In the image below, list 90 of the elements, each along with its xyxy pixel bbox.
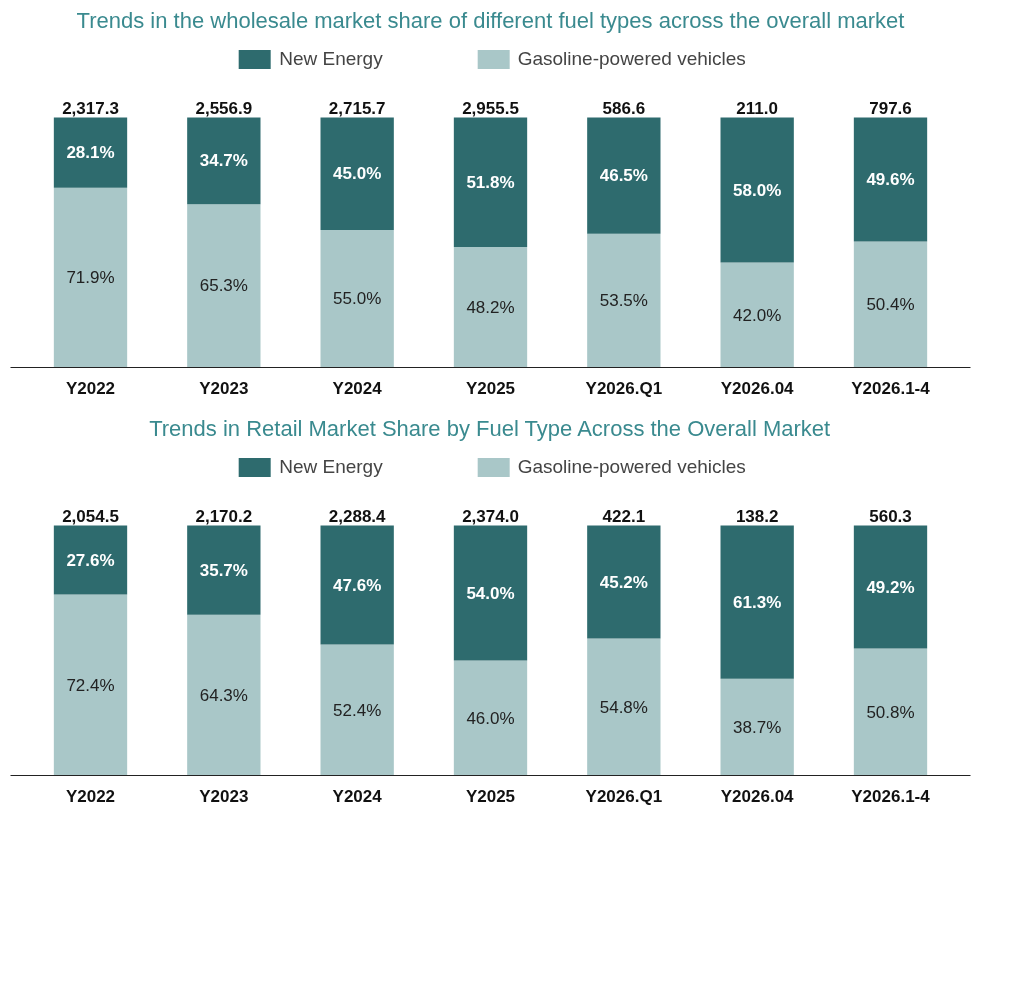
legend-label: Gasoline-powered vehicles xyxy=(517,48,746,70)
bar xyxy=(720,117,794,263)
legend-label: Gasoline-powered vehicles xyxy=(517,456,746,478)
bar xyxy=(587,638,661,776)
data-label: 61.3% xyxy=(733,592,782,612)
x-tick-label: Y2025 xyxy=(465,786,516,806)
data-label: 28.1% xyxy=(66,143,115,163)
data-label: 48.2% xyxy=(466,297,515,317)
x-tick-label: Y2026.Q1 xyxy=(585,786,663,806)
bar xyxy=(453,247,528,368)
bar xyxy=(587,525,661,639)
x-tick-label: Y2022 xyxy=(65,786,116,806)
bar xyxy=(587,233,661,368)
annotation: 2,054.5 xyxy=(62,506,119,526)
bar xyxy=(853,241,928,368)
chart-title: Trends in Retail Market Share by Fuel Type Across the Overall Market xyxy=(149,415,831,441)
data-label: 50.4% xyxy=(866,295,915,314)
x-tick-label: Y2022 xyxy=(65,378,116,398)
bar xyxy=(853,117,928,242)
data-label: 49.6% xyxy=(866,170,915,189)
data-label: 54.0% xyxy=(466,583,515,603)
data-label: 45.2% xyxy=(599,572,648,592)
data-label: 27.6% xyxy=(66,550,115,570)
bar xyxy=(853,525,928,649)
bar xyxy=(53,594,128,776)
bar xyxy=(587,117,661,234)
data-label: 50.8% xyxy=(866,702,915,722)
legend-label: New Energy xyxy=(279,456,383,478)
annotation: 2,374.0 xyxy=(462,506,519,526)
data-label: 46.0% xyxy=(466,708,515,728)
data-label: 34.7% xyxy=(199,151,248,171)
annotation: 2,556.9 xyxy=(195,98,253,118)
annotation: 560.3 xyxy=(869,506,912,526)
annotation: 2,288.4 xyxy=(328,506,387,526)
x-tick-label: Y2026.1-4 xyxy=(851,786,931,806)
x-tick-label: Y2026.Q1 xyxy=(585,378,663,398)
data-label: 65.3% xyxy=(199,276,248,296)
bar xyxy=(187,614,261,776)
data-label: 71.9% xyxy=(66,268,115,288)
data-label: 52.4% xyxy=(333,700,382,720)
data-label: 42.0% xyxy=(733,305,782,325)
bar xyxy=(53,187,128,368)
data-label: 64.3% xyxy=(199,685,248,705)
data-label: 55.0% xyxy=(333,289,382,309)
bar xyxy=(453,117,528,247)
bar xyxy=(720,678,794,776)
annotation: 422.1 xyxy=(602,506,646,526)
annotation: 2,715.7 xyxy=(328,98,386,118)
annotation: 2,317.3 xyxy=(62,98,119,118)
data-label: 49.2% xyxy=(866,577,915,597)
bar xyxy=(53,117,128,188)
data-label: 35.7% xyxy=(199,560,248,580)
x-tick-label: Y2023 xyxy=(199,786,249,806)
x-tick-label: Y2026.1-4 xyxy=(851,378,931,398)
bar xyxy=(320,117,394,230)
annotation: 2,955.5 xyxy=(462,98,519,118)
annotation: 586.6 xyxy=(602,98,646,118)
x-tick-label: Y2026.04 xyxy=(720,786,795,806)
legend-label: New Energy xyxy=(279,48,383,70)
annotation: 2,170.2 xyxy=(195,506,253,526)
data-label: 51.8% xyxy=(466,172,515,192)
bar xyxy=(720,262,794,368)
bar xyxy=(320,644,394,776)
data-label: 46.5% xyxy=(599,166,648,186)
bar xyxy=(53,525,128,595)
annotation: 138.2 xyxy=(735,506,779,526)
x-tick-label: Y2026.04 xyxy=(720,378,795,398)
data-label: 58.0% xyxy=(733,180,782,200)
x-tick-label: Y2025 xyxy=(465,378,516,398)
bar xyxy=(720,525,794,679)
data-label: 72.4% xyxy=(66,675,115,695)
chart-title: Trends in the wholesale market share of different fuel types across the overall market xyxy=(76,7,905,33)
bar xyxy=(187,117,261,205)
data-label: 45.0% xyxy=(333,164,382,184)
annotation: 797.6 xyxy=(869,98,912,118)
bar xyxy=(853,648,928,776)
bar xyxy=(453,660,528,776)
x-tick-label: Y2024 xyxy=(332,786,383,806)
data-label: 47.6% xyxy=(333,575,382,595)
x-tick-label: Y2023 xyxy=(199,378,249,398)
bar xyxy=(320,525,394,645)
bar xyxy=(187,525,261,615)
data-label: 53.5% xyxy=(599,291,648,311)
bar xyxy=(187,204,261,368)
data-label: 38.7% xyxy=(733,717,782,737)
annotation: 211.0 xyxy=(736,98,778,118)
bar xyxy=(453,525,528,661)
x-tick-label: Y2024 xyxy=(332,378,383,398)
data-label: 54.8% xyxy=(599,697,648,717)
bar xyxy=(320,230,394,368)
